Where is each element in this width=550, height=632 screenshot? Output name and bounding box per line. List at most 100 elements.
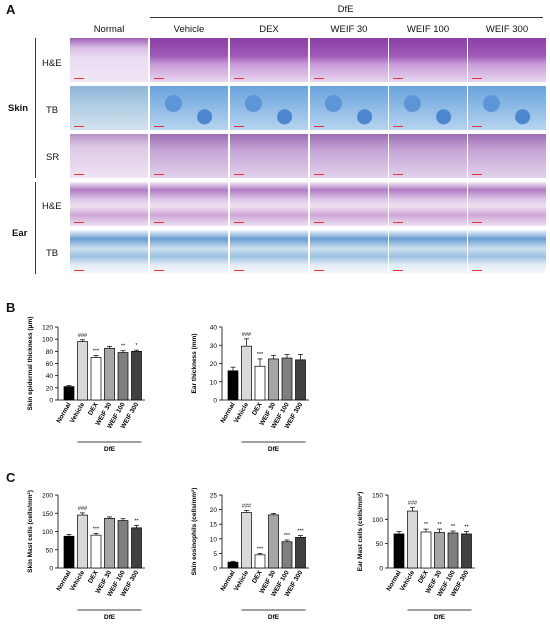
y-axis-label: Ear Mast cells (cells/mm²) <box>357 492 364 571</box>
significance-label-dex: ** <box>424 522 429 528</box>
scale-bar <box>234 125 244 127</box>
histology-image-skin-sr-weif-300 <box>468 134 546 178</box>
bar-dex <box>254 365 266 401</box>
bar-normal <box>227 370 239 401</box>
scale-bar <box>472 125 482 127</box>
significance-label-vehicle: ### <box>408 501 418 507</box>
bar-weif-300 <box>131 527 142 569</box>
bar-vehicle <box>241 345 252 401</box>
scale-bar <box>314 221 324 223</box>
histology-image-skin-sr-normal <box>70 134 148 178</box>
histology-image-skin-he-dex <box>230 38 308 82</box>
panel-c-letter: C <box>6 470 16 485</box>
histology-image-ear-he-normal <box>70 182 148 226</box>
bar-weif-100 <box>281 541 293 569</box>
panel-b-letter: B <box>6 300 16 315</box>
y-tick-label: 0 <box>213 566 217 573</box>
y-tick-label: 10 <box>210 536 218 543</box>
row-label-skin-sr: SR <box>46 152 60 163</box>
histology-image-skin-sr-weif-100 <box>389 134 467 178</box>
x-tick-label-dex: DEX <box>87 401 100 417</box>
y-tick-label: 200 <box>42 493 53 500</box>
bar-weif-30 <box>434 532 445 569</box>
histology-image-skin-tb-vehicle <box>150 86 228 130</box>
y-tick-label: 40 <box>46 373 54 380</box>
significance-label-vehicle: ### <box>242 503 252 509</box>
bar-weif-300 <box>295 536 306 569</box>
y-tick-label: 100 <box>372 517 383 524</box>
significance-label-vehicle: ### <box>78 506 88 512</box>
column-header-dex: DEX <box>259 24 279 35</box>
scale-bar <box>74 173 84 175</box>
histology-image-ear-tb-vehicle <box>150 230 228 274</box>
column-header-normal: Normal <box>93 24 125 35</box>
significance-label-weif-300: ** <box>134 518 139 524</box>
bar-weif-100 <box>117 520 129 569</box>
bar-normal <box>227 561 239 569</box>
histology-image-skin-sr-weif-30 <box>310 134 388 178</box>
y-tick-label: 25 <box>210 493 218 500</box>
scale-bar <box>472 269 482 271</box>
histology-image-ear-he-vehicle <box>150 182 228 226</box>
dfe-bracket-label: DfE <box>268 614 280 621</box>
histology-image-skin-he-weif-300 <box>468 38 546 82</box>
y-tick-label: 15 <box>210 522 218 529</box>
significance-label-weif-100: ** <box>451 524 456 530</box>
scale-bar <box>74 125 84 127</box>
y-tick-label: 0 <box>49 566 53 573</box>
histology-image-skin-sr-dex <box>230 134 308 178</box>
y-tick-label: 150 <box>42 511 53 518</box>
skin-epidermal-thickness-chart: 0 20 40 60 80 100 120 Skin epidermal thickness … <box>27 317 145 453</box>
histology-image-ear-he-weif-300 <box>468 182 546 226</box>
y-tick-label: 0 <box>49 398 53 405</box>
significance-label-dex: *** <box>93 349 100 355</box>
y-tick-label: 30 <box>210 343 218 350</box>
scale-bar <box>472 173 482 175</box>
y-tick-label: 80 <box>46 349 54 356</box>
bar-weif-300 <box>131 350 142 401</box>
bar-weif-100 <box>117 352 129 401</box>
dfe-bracket-label: DfE <box>104 446 116 453</box>
histology-image-skin-tb-weif-300 <box>468 86 546 130</box>
x-tick-label-dex: DEX <box>87 569 100 585</box>
bar-vehicle <box>77 341 88 401</box>
histology-image-ear-he-weif-30 <box>310 182 388 226</box>
column-header-weif-100: WEIF 100 <box>406 24 450 35</box>
bar-weif-30 <box>104 347 115 401</box>
histology-image-skin-tb-dex <box>230 86 308 130</box>
significance-label-weif-100: ** <box>121 344 126 350</box>
scale-bar <box>234 221 244 223</box>
histology-image-ear-tb-weif-300 <box>468 230 546 274</box>
histology-image-ear-tb-weif-100 <box>389 230 467 274</box>
y-tick-label: 20 <box>46 385 54 392</box>
significance-label-dex: *** <box>93 526 100 532</box>
scale-bar <box>154 173 164 175</box>
x-tick-label-dex: DEX <box>251 401 264 417</box>
histology-image-ear-tb-weif-30 <box>310 230 388 274</box>
scale-bar <box>393 125 403 127</box>
scale-bar <box>472 77 482 79</box>
histology-image-ear-he-dex <box>230 182 308 226</box>
histology-image-skin-he-normal <box>70 38 148 82</box>
ear-bracket <box>35 182 36 274</box>
y-tick-label: 10 <box>210 379 218 386</box>
bar-vehicle <box>407 510 418 569</box>
histology-image-skin-tb-weif-100 <box>389 86 467 130</box>
x-tick-label-dex: DEX <box>417 569 430 585</box>
scale-bar <box>74 221 84 223</box>
dfe-bracket-label: DfE <box>434 614 446 621</box>
scale-bar <box>234 269 244 271</box>
y-tick-label: 100 <box>42 337 53 344</box>
scale-bar <box>314 125 324 127</box>
bar-weif-30 <box>104 518 115 569</box>
y-tick-label: 100 <box>42 529 53 536</box>
panel-a-letter: A <box>6 2 16 17</box>
histology-image-ear-tb-dex <box>230 230 308 274</box>
scale-bar <box>234 77 244 79</box>
bar-weif-300 <box>295 359 306 401</box>
bar-normal <box>63 386 75 401</box>
